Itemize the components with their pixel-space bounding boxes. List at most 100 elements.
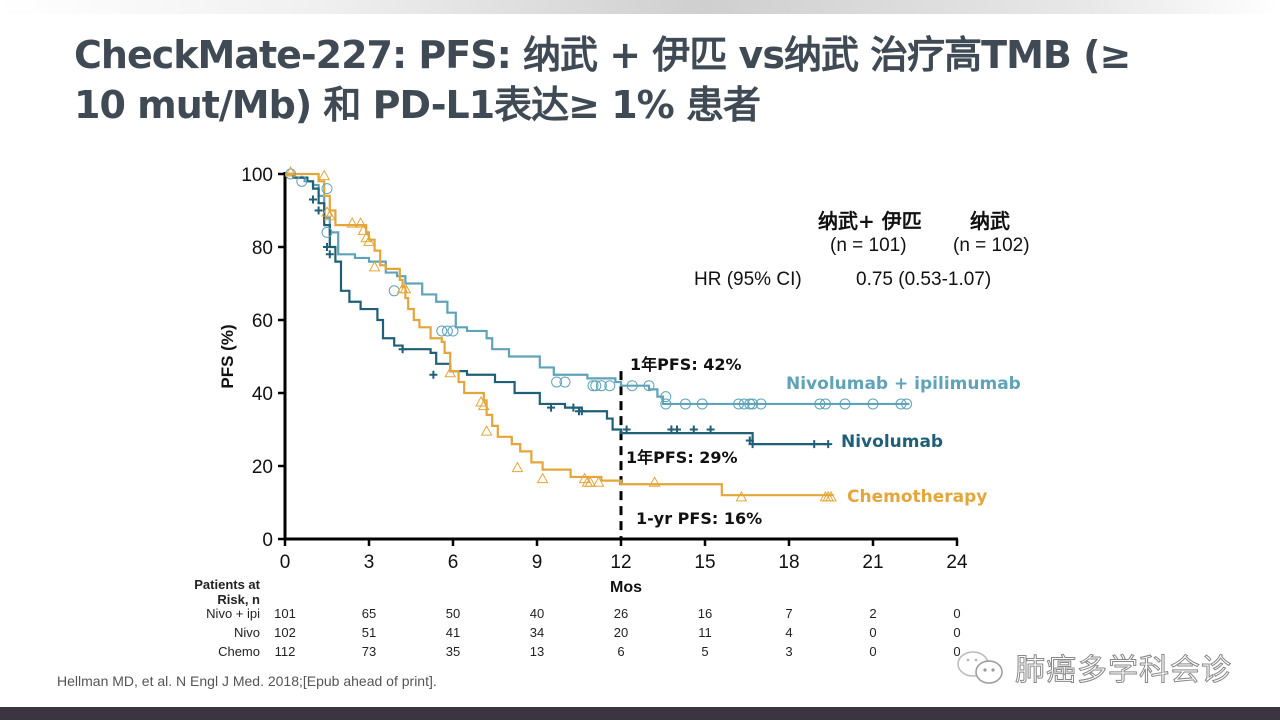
censor-mark-circle xyxy=(660,391,672,403)
y-tick-label: 80 xyxy=(252,238,273,259)
censor-mark-circle xyxy=(388,285,400,297)
risk-cell: 35 xyxy=(445,644,461,659)
censor-mark-circle xyxy=(733,398,745,410)
censor-mark-plus xyxy=(569,403,578,412)
risk-table-title: Patients at Risk, n xyxy=(194,577,260,607)
censor-mark-plus xyxy=(577,407,586,416)
risk-cell: 0 xyxy=(953,625,961,640)
censor-mark-circle xyxy=(321,226,333,238)
censor-mark-circle xyxy=(604,380,616,392)
x-tick-label: 0 xyxy=(280,552,291,573)
censor-mark-circle xyxy=(559,376,571,388)
risk-cell: 50 xyxy=(445,606,461,621)
risk-cell: 5 xyxy=(701,644,709,659)
censor-mark-triangle xyxy=(363,235,375,246)
censor-mark-circle xyxy=(441,325,453,337)
risk-cell: 6 xyxy=(617,644,625,659)
censor-mark-circle xyxy=(590,380,602,392)
censor-mark-triangle xyxy=(735,490,748,502)
censor-mark-plus xyxy=(547,403,555,412)
censor-mark-circle xyxy=(901,398,913,410)
censor-mark-plus xyxy=(706,425,715,434)
censor-mark-triangle xyxy=(477,399,490,411)
x-tick-label: 18 xyxy=(778,552,799,573)
censor-mark-circle xyxy=(744,398,756,410)
risk-cell: 0 xyxy=(953,606,961,621)
censor-mark-plus xyxy=(824,440,833,449)
annotation-1yr-pfs: 1年PFS: 42% xyxy=(630,355,742,374)
censor-mark-triangle xyxy=(399,282,412,294)
risk-cell: 0 xyxy=(869,644,877,659)
censor-mark-triangle xyxy=(318,169,331,181)
hr-label: HR (95% CI) xyxy=(694,269,802,290)
censor-mark-plus xyxy=(748,440,757,449)
censor-mark-triangle xyxy=(357,224,370,235)
censor-mark-circle xyxy=(747,398,759,410)
slide-title: CheckMate-227: PFS: 纳武 + 伊匹 vs纳武 治疗高TMB … xyxy=(74,30,1224,130)
risk-cell: 51 xyxy=(361,625,377,640)
censor-mark-circle xyxy=(321,183,333,195)
chart-curves xyxy=(285,172,910,497)
risk-cell: 73 xyxy=(361,644,377,659)
censor-mark-circle xyxy=(895,398,907,410)
km-curve-nivolumab-ipilimumab xyxy=(285,172,910,406)
censor-mark-triangle xyxy=(511,461,524,473)
censor-mark-plus xyxy=(314,206,323,215)
censor-mark-plus xyxy=(309,195,317,204)
censor-mark-triangle xyxy=(444,366,457,378)
x-tick-label: 24 xyxy=(946,552,968,573)
title-line-2: 10 mut/Mb) 和 PD-L1表达≥ 1% 患者 xyxy=(74,83,761,127)
annotation-1yr-pfs: 1-yr PFS: 16% xyxy=(636,509,762,528)
wechat-icon xyxy=(957,651,1003,684)
censor-mark-circle xyxy=(839,398,851,410)
risk-cell: 0 xyxy=(869,625,877,640)
x-tick-label: 6 xyxy=(448,552,459,573)
legend-label: Nivolumab xyxy=(841,432,943,452)
chart-labels: Nivolumab + ipilimumab Nivolumab Chemother… xyxy=(626,355,1021,528)
legend-label: Nivolumab + ipilimumab xyxy=(786,374,1021,394)
stats-col1-header: 纳武+ 伊匹 xyxy=(818,209,922,233)
risk-cell: 11 xyxy=(698,625,712,640)
censor-mark-circle xyxy=(696,398,708,410)
censor-mark-plus xyxy=(325,250,334,259)
x-tick-label: 12 xyxy=(610,552,631,573)
censor-mark-circle xyxy=(447,325,459,337)
censor-mark-plus xyxy=(323,243,331,251)
watermark-text: 肺癌多学科会诊 xyxy=(1015,653,1232,689)
censor-mark-circle xyxy=(814,398,826,410)
risk-cell: 7 xyxy=(785,606,793,621)
x-tick-label: 3 xyxy=(364,552,375,573)
y-tick-label: 20 xyxy=(252,457,273,478)
risk-cell: 40 xyxy=(529,606,545,621)
censor-mark-circle xyxy=(643,380,655,392)
censor-mark-plus xyxy=(622,425,631,434)
x-tick-label: 15 xyxy=(694,552,715,573)
risk-row-label: Nivo + ipi xyxy=(206,606,260,621)
risk-cell: 112 xyxy=(274,644,296,659)
bottom-bar xyxy=(0,707,1280,720)
citation: Hellman MD, et al. N Engl J Med. 2018;[E… xyxy=(57,673,437,689)
censor-mark-circle xyxy=(867,398,879,410)
censor-mark-triangle xyxy=(584,476,597,487)
km-curve-chemotherapy xyxy=(285,172,834,497)
y-tick-label: 100 xyxy=(241,165,273,186)
x-axis-label: Mos xyxy=(610,579,642,596)
censor-mark-triangle xyxy=(346,217,359,228)
risk-cell: 34 xyxy=(529,625,545,640)
censor-mark-circle xyxy=(587,380,599,392)
risk-cell: 102 xyxy=(274,625,296,640)
risk-cell: 20 xyxy=(613,625,629,640)
risk-cell: 13 xyxy=(529,644,545,659)
censor-mark-circle xyxy=(551,376,563,388)
censor-mark-circle xyxy=(595,380,607,392)
censor-mark-triangle xyxy=(648,476,661,487)
censor-mark-circle xyxy=(819,398,831,410)
risk-cell: 26 xyxy=(613,606,629,621)
risk-cell: 3 xyxy=(785,644,793,659)
censor-mark-circle xyxy=(738,398,750,410)
risk-cell: 16 xyxy=(697,606,713,621)
hr-value: 0.75 (0.53-1.07) xyxy=(856,269,992,290)
x-tick-label: 9 xyxy=(532,552,543,573)
top-gradient-bar xyxy=(0,0,1280,14)
